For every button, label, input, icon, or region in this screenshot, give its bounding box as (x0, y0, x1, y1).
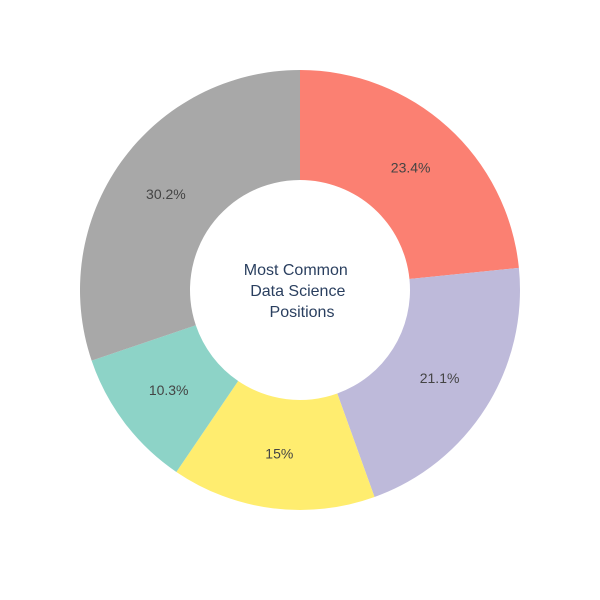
donut-slice-4[interactable] (80, 70, 300, 361)
slice-label-2: 15% (265, 446, 293, 462)
donut-slice-0[interactable] (300, 70, 519, 279)
donut-slice-3[interactable] (91, 325, 239, 472)
slice-label-4: 30.2% (146, 186, 186, 202)
center-title: Most Common Data Science Positions (244, 262, 352, 321)
slice-label-1: 21.1% (420, 370, 460, 386)
center-title-line-1: Most Common (244, 262, 348, 279)
center-title-line-3: Positions (270, 304, 335, 321)
donut-slice-2[interactable] (176, 380, 375, 510)
donut-slice-1[interactable] (337, 267, 520, 497)
slice-labels-group: 23.4% 21.1% 15% 10.3% 30.2% (146, 160, 459, 462)
slice-label-3: 10.3% (149, 382, 189, 398)
slice-label-0: 23.4% (391, 160, 431, 176)
slices-group (80, 70, 520, 510)
center-title-line-2: Data Science (250, 283, 345, 300)
